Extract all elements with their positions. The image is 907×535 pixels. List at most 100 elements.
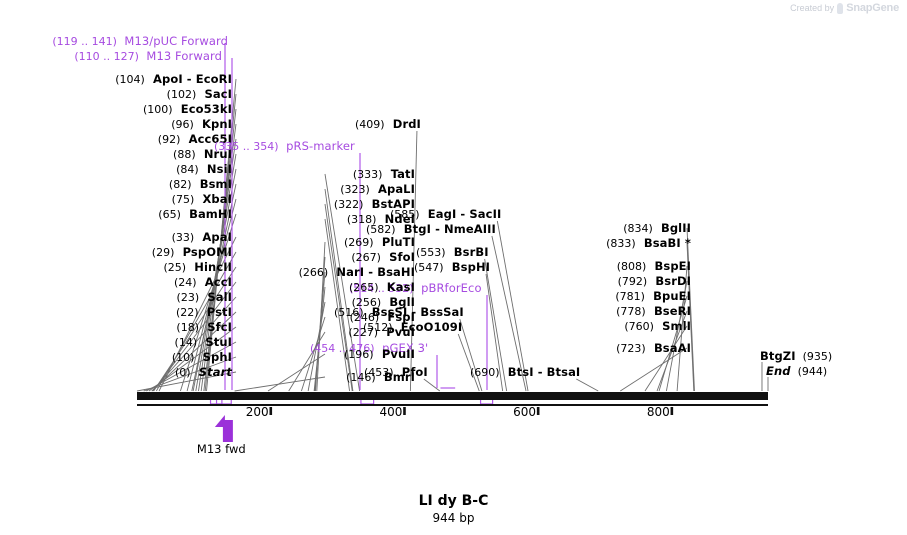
- enzyme-label-acc65i[interactable]: (92) Acc65I: [158, 133, 232, 146]
- enzyme-name: FspI: [379, 310, 415, 324]
- primer-label-m13-puc-forward[interactable]: (119 .. 141) M13/pUC Forward: [52, 35, 228, 48]
- primer-name: pGEX 3': [374, 341, 429, 355]
- primer-label-m13-forward[interactable]: (110 .. 127) M13 Forward: [74, 50, 222, 63]
- enzyme-position: (246): [349, 311, 380, 324]
- enzyme-position: (935): [795, 350, 833, 363]
- enzyme-position: (24): [173, 276, 197, 289]
- enzyme-label-smli[interactable]: (760) SmlI: [624, 320, 691, 333]
- enzyme-label-tati[interactable]: (333) TatI: [353, 168, 415, 181]
- enzyme-name: Start: [190, 365, 232, 379]
- snapgene-watermark: Created by SnapGene: [790, 2, 899, 14]
- enzyme-label-apai[interactable]: (33) ApaI: [172, 231, 232, 244]
- enzyme-label-sphi[interactable]: (10) SphI: [172, 351, 232, 364]
- enzyme-position: (690): [470, 366, 500, 379]
- enzyme-label-bsrdi[interactable]: (792) BsrDI: [618, 275, 691, 288]
- enzyme-label-eagi[interactable]: (585) EagI - SacII: [390, 208, 501, 221]
- primer-label-pgex-3[interactable]: (454 .. 476) pGEX 3': [310, 342, 428, 355]
- enzyme-label-pluti[interactable]: (269) PluTI: [344, 236, 415, 249]
- enzyme-position: (22): [175, 306, 199, 319]
- enzyme-label-sali[interactable]: (23) SalI: [177, 291, 232, 304]
- enzyme-label-bgli[interactable]: (256) BglI: [352, 296, 415, 309]
- enzyme-label-fspi[interactable]: (246) FspI: [350, 311, 415, 324]
- enzyme-label-ndei[interactable]: (318) NdeI: [347, 213, 415, 226]
- enzyme-name: Acc65I: [180, 132, 232, 146]
- enzyme-label-ecoo109i[interactable]: (512) EcoO109I: [363, 321, 462, 334]
- enzyme-label-nrui[interactable]: (88) NruI: [173, 148, 232, 161]
- enzyme-position: (102): [166, 88, 197, 101]
- enzyme-name: EcoO109I: [392, 320, 463, 334]
- enzyme-name: ApoI - EcoRI: [144, 72, 232, 86]
- enzyme-position: (267): [351, 251, 381, 264]
- enzyme-name: BglI: [381, 295, 415, 309]
- enzyme-label-bglii[interactable]: (834) BglII: [623, 222, 691, 235]
- enzyme-label-bsabi[interactable]: (833) BsaBI *: [606, 237, 691, 250]
- enzyme-label-sfci[interactable]: (18) SfcI: [176, 321, 232, 334]
- enzyme-label-stui[interactable]: (14) StuI: [175, 336, 232, 349]
- enzyme-label-sfoi[interactable]: (267) SfoI: [351, 251, 415, 264]
- enzyme-label-nari[interactable]: (266) NarI - BsaHI: [299, 266, 415, 279]
- enzyme-name: BseRI: [645, 304, 691, 318]
- enzyme-label-saci[interactable]: (102) SacI: [167, 88, 232, 101]
- enzyme-label-btgzi[interactable]: BtgZI (935): [760, 350, 832, 363]
- enzyme-label-bsssi[interactable]: (516) BssSI - BssSaI: [334, 306, 464, 319]
- enzyme-name: NruI: [195, 147, 232, 161]
- enzyme-position: (553): [416, 246, 446, 259]
- enzyme-position: (14): [174, 336, 198, 349]
- primer-label-prs-marker[interactable]: (335 .. 354) pRS-marker: [214, 140, 355, 153]
- enzyme-position: (84): [176, 163, 199, 176]
- enzyme-label-bspei[interactable]: (808) BspEI: [617, 260, 691, 273]
- enzyme-label-xbai[interactable]: (75) XbaI: [172, 193, 232, 206]
- enzyme-label-pfoi[interactable]: (453) PfoI: [364, 366, 428, 379]
- ruler-tick-label: 200: [245, 405, 269, 419]
- enzyme-label-bstapi[interactable]: (322) BstAPI: [334, 198, 415, 211]
- enzyme-name: PvuII: [373, 347, 415, 361]
- enzyme-position: (333): [352, 168, 383, 181]
- enzyme-label-bpuei[interactable]: (781) BpuEI: [615, 290, 691, 303]
- enzyme-label-btgi[interactable]: (582) BtgI - NmeAIII: [366, 223, 496, 236]
- enzyme-name: ApaLI: [369, 182, 415, 196]
- enzyme-label-hincii[interactable]: (25) HincII: [163, 261, 232, 274]
- enzyme-label-apoi[interactable]: (104) ApoI - EcoRI: [115, 73, 232, 86]
- ruler-tick-label: 800: [646, 405, 670, 419]
- enzyme-name: PfoI: [393, 365, 428, 379]
- enzyme-label-bsphi[interactable]: (547) BspHI: [414, 261, 490, 274]
- enzyme-label-eco53ki[interactable]: (100) Eco53kI: [143, 103, 232, 116]
- enzyme-label-apali[interactable]: (323) ApaLI: [340, 183, 415, 196]
- enzyme-name: DrdI: [384, 117, 421, 131]
- enzyme-label-nsii[interactable]: (84) NsiI: [176, 163, 232, 176]
- enzyme-label-psti[interactable]: (22) PstI: [176, 306, 232, 319]
- primer-range: (454 .. 476): [310, 342, 375, 355]
- enzyme-label-bamhi[interactable]: (65) BamHI: [158, 208, 232, 221]
- enzyme-name: BssSI - BssSaI: [363, 305, 464, 319]
- primer-name: M13/pUC Forward: [116, 34, 228, 48]
- enzyme-position: (547): [414, 261, 444, 274]
- enzyme-label-bmri[interactable]: (146) BmrI: [346, 371, 415, 384]
- enzyme-label-acci[interactable]: (24) AccI: [174, 276, 232, 289]
- enzyme-label-kpni[interactable]: (96) KpnI: [171, 118, 232, 131]
- enzyme-label-drdi[interactable]: (409) DrdI: [355, 118, 421, 131]
- ruler-tick-label: 600: [513, 405, 537, 419]
- enzyme-name: AccI: [196, 275, 232, 289]
- enzyme-label-btsi[interactable]: (690) BtsI - BtsaI: [470, 366, 580, 379]
- enzyme-label-bsrbi[interactable]: (553) BsrBI: [416, 246, 489, 259]
- enzyme-label-pspomi[interactable]: (29) PspOMI: [152, 246, 232, 259]
- enzyme-position: (834): [623, 222, 653, 235]
- primer-name: M13 Forward: [138, 49, 222, 63]
- primer-range: (119 .. 141): [52, 35, 117, 48]
- enzyme-label-pvui[interactable]: (227) PvuI: [348, 326, 415, 339]
- enzyme-label-kasi[interactable]: (265) KasI: [349, 281, 415, 294]
- enzyme-position: (833): [606, 237, 636, 250]
- enzyme-position: (269): [344, 236, 374, 249]
- enzyme-position: (196): [344, 348, 374, 361]
- enzyme-position: (96): [171, 118, 194, 131]
- enzyme-label-start[interactable]: (0) Start: [175, 366, 232, 379]
- enzyme-label-pvuii[interactable]: (196) PvuII: [344, 348, 415, 361]
- enzyme-name: BspHI: [443, 260, 491, 274]
- enzyme-position: (104): [115, 73, 145, 86]
- enzyme-label-bseri[interactable]: (778) BseRI: [616, 305, 691, 318]
- sequence-end-label[interactable]: End (944): [766, 365, 827, 378]
- enzyme-label-bsaai[interactable]: (723) BsaAI: [616, 342, 691, 355]
- primer-label-pbrforeco[interactable]: (514 .. 532) pBRforEco: [349, 282, 482, 295]
- enzyme-label-bsmi[interactable]: (82) BsmI: [169, 178, 232, 191]
- enzyme-position: (944): [790, 365, 828, 378]
